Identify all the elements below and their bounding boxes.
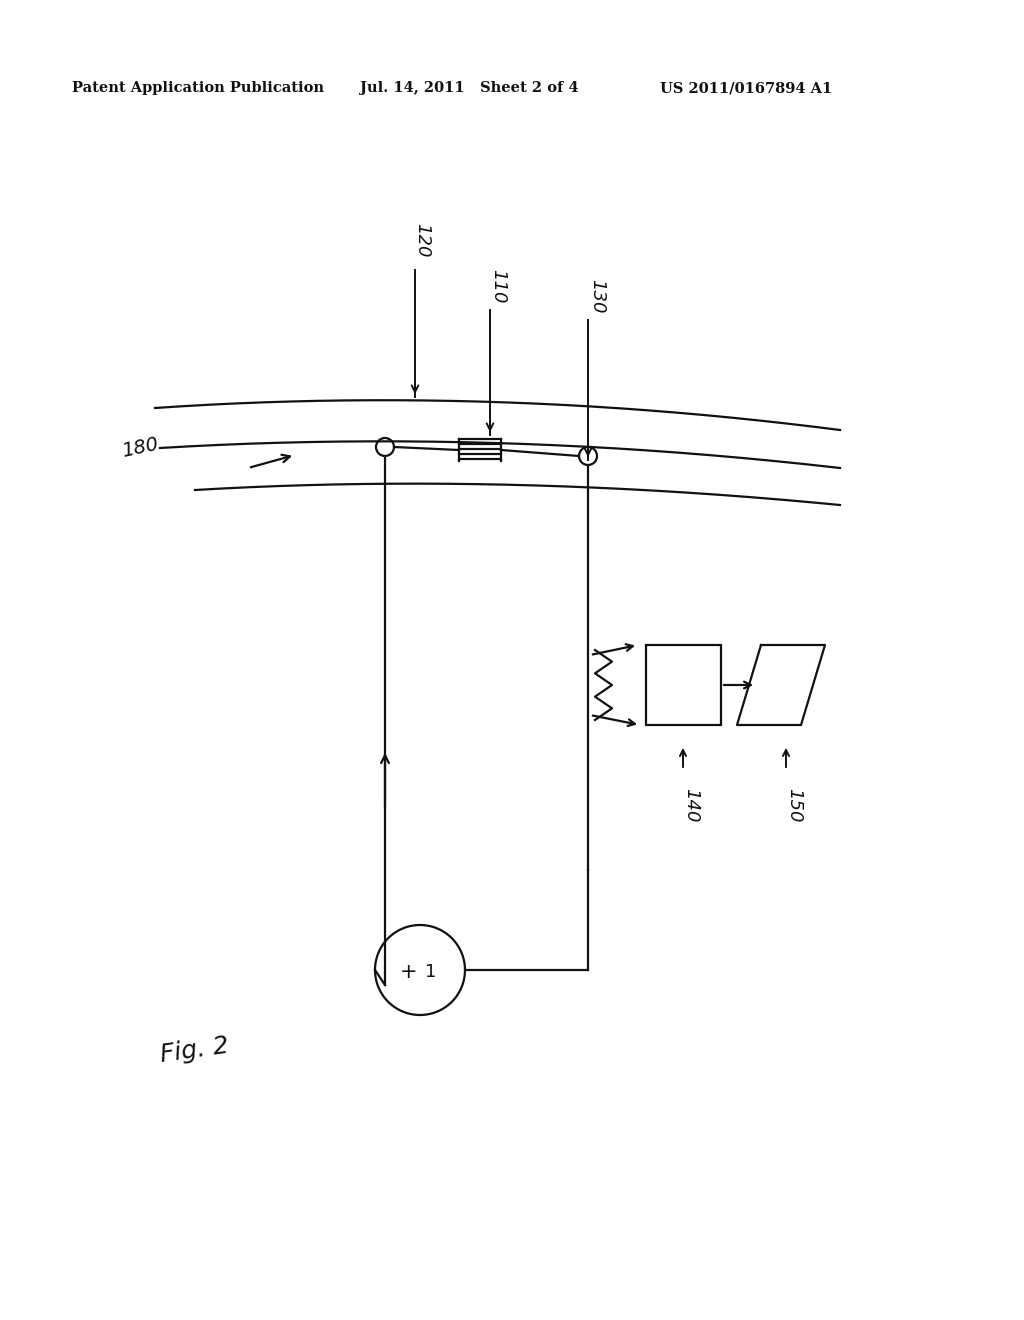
Text: 130: 130: [588, 279, 606, 313]
Text: 110: 110: [489, 269, 507, 304]
Text: 140: 140: [682, 788, 700, 822]
Text: US 2011/0167894 A1: US 2011/0167894 A1: [660, 81, 833, 95]
Bar: [646, 645, 721, 725]
Text: Fig. 2: Fig. 2: [159, 1034, 230, 1067]
Text: 180: 180: [120, 434, 160, 461]
Text: 1: 1: [425, 964, 436, 981]
Text: 120: 120: [413, 223, 431, 257]
Text: 150: 150: [785, 788, 803, 822]
Text: +: +: [400, 962, 418, 982]
Text: Jul. 14, 2011   Sheet 2 of 4: Jul. 14, 2011 Sheet 2 of 4: [360, 81, 579, 95]
Text: Patent Application Publication: Patent Application Publication: [72, 81, 324, 95]
